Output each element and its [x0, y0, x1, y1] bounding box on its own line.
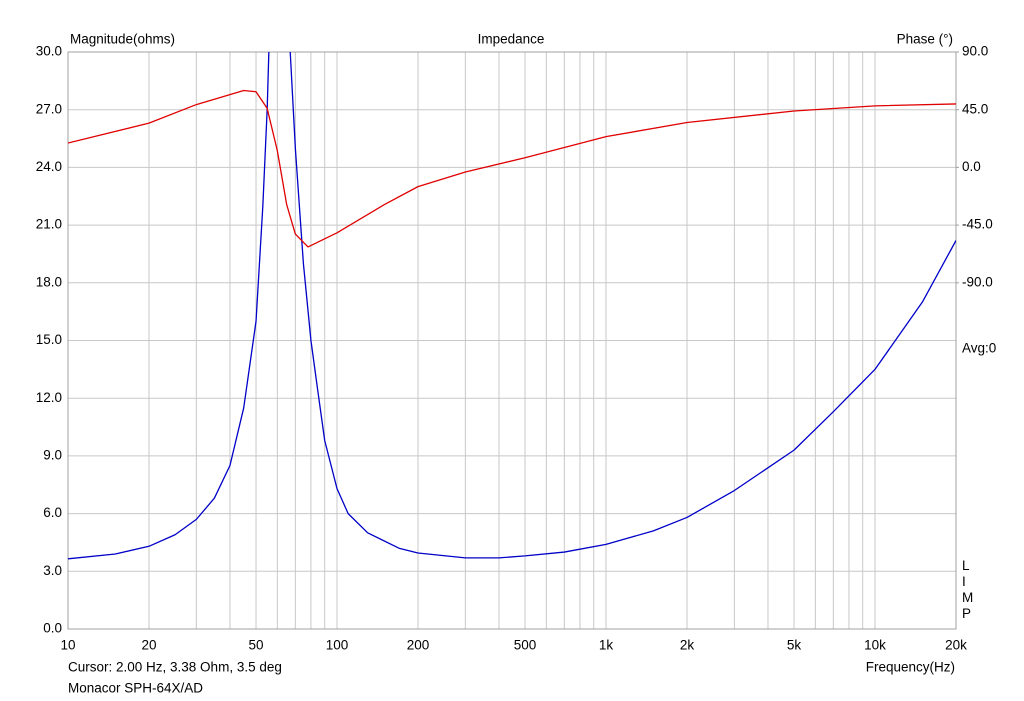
x-tick-label: 50 — [249, 638, 264, 653]
y-tick-label: 3.0 — [43, 563, 62, 578]
y2-tick-label: -90.0 — [962, 274, 993, 289]
x-tick-label: 500 — [514, 638, 537, 653]
x-tick-label: 100 — [326, 638, 349, 653]
y-tick-label: 30.0 — [36, 44, 62, 59]
y-tick-label: 12.0 — [36, 390, 62, 405]
x-tick-label: 200 — [407, 638, 430, 653]
chart-title: Impedance — [478, 32, 545, 47]
y2-axis-label: Phase (°) — [897, 32, 953, 47]
x-tick-label: 10k — [864, 638, 886, 653]
series-line — [68, 52, 956, 560]
y-tick-label: 0.0 — [43, 621, 62, 636]
x-axis-label: Frequency(Hz) — [866, 660, 955, 675]
device-name: Monacor SPH-64X/AD — [68, 681, 203, 696]
x-tick-label: 20 — [141, 638, 156, 653]
y-tick-label: 21.0 — [36, 217, 62, 232]
series-line — [68, 89, 956, 248]
y-tick-label: 9.0 — [43, 447, 62, 462]
y-tick-label: 24.0 — [36, 159, 62, 174]
plot-frame — [67, 51, 957, 630]
plot-lines — [68, 52, 956, 560]
y-axis-label: Magnitude(ohms) — [70, 32, 175, 47]
x-tick-label: 20k — [945, 638, 967, 653]
y-tick-label: 6.0 — [43, 505, 62, 520]
x-tick-label: 1k — [599, 638, 614, 653]
cursor-text: Cursor: 2.00 Hz, 3.38 Ohm, 3.5 deg — [68, 660, 282, 675]
x-tick-label: 2k — [680, 638, 695, 653]
y-tick-label: 27.0 — [36, 101, 62, 116]
avg-label: Avg:0 — [962, 341, 996, 356]
x-tick-label: 10 — [60, 638, 75, 653]
y2-tick-label: 0.0 — [962, 159, 981, 174]
x-tick-label: 5k — [787, 638, 802, 653]
y2-tick-label: 45.0 — [962, 101, 988, 116]
y-tick-label: 15.0 — [36, 332, 62, 347]
y2-tick-label: -45.0 — [962, 217, 993, 232]
y-tick-label: 18.0 — [36, 274, 62, 289]
y2-tick-label: 90.0 — [962, 44, 988, 59]
